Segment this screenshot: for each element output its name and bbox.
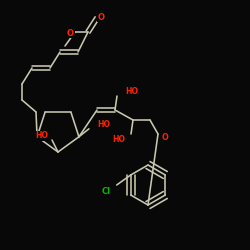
Text: HO: HO	[97, 120, 110, 129]
Text: HO: HO	[35, 132, 48, 140]
Text: O: O	[98, 12, 105, 22]
Text: O: O	[162, 134, 169, 142]
Text: HO: HO	[125, 88, 138, 96]
Text: O: O	[67, 28, 74, 38]
Text: HO: HO	[112, 136, 125, 144]
Text: Cl: Cl	[102, 186, 111, 196]
